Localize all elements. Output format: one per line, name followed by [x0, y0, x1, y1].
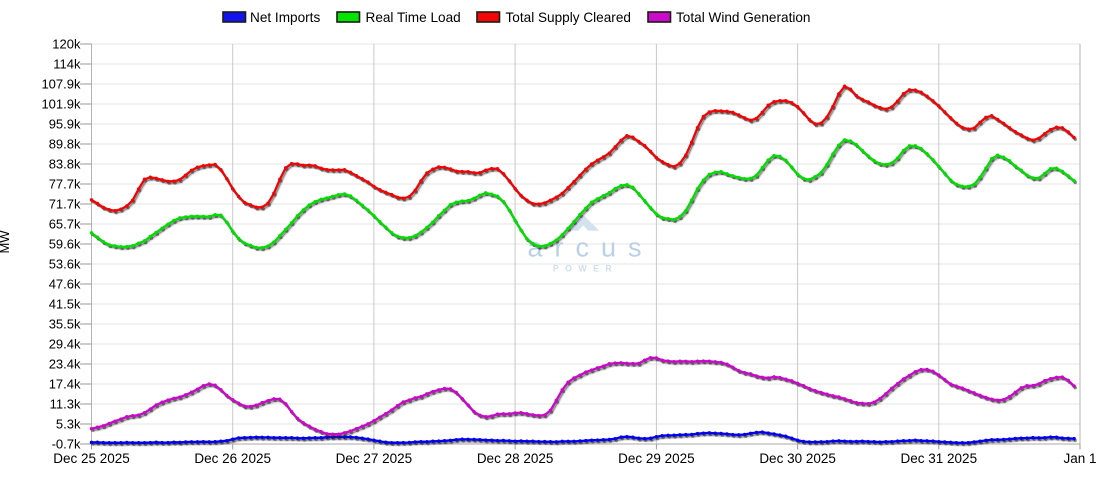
svg-text:Total Supply Cleared: Total Supply Cleared [506, 10, 631, 25]
svg-text:77.7k: 77.7k [49, 177, 81, 192]
svg-text:-0.7k: -0.7k [52, 437, 81, 452]
svg-text:Dec 28 2025: Dec 28 2025 [477, 451, 554, 466]
svg-text:95.9k: 95.9k [49, 117, 81, 132]
svg-text:Dec 25 2025: Dec 25 2025 [53, 451, 130, 466]
svg-text:89.8k: 89.8k [49, 137, 81, 152]
svg-text:POWER: POWER [553, 264, 618, 274]
svg-text:Dec 29 2025: Dec 29 2025 [618, 451, 695, 466]
svg-text:Total Wind Generation: Total Wind Generation [676, 10, 811, 25]
svg-text:Dec 30 2025: Dec 30 2025 [759, 451, 836, 466]
svg-text:35.5k: 35.5k [49, 317, 81, 332]
svg-text:Dec 31 2025: Dec 31 2025 [901, 451, 978, 466]
svg-text:114k: 114k [53, 57, 81, 72]
svg-text:Dec 27 2025: Dec 27 2025 [336, 451, 413, 466]
svg-text:29.4k: 29.4k [49, 337, 81, 352]
svg-text:53.6k: 53.6k [49, 257, 81, 272]
svg-text:arcus: arcus [527, 233, 653, 263]
svg-text:23.4k: 23.4k [49, 357, 81, 372]
svg-text:Net Imports: Net Imports [250, 10, 320, 25]
svg-text:107.9k: 107.9k [41, 77, 81, 92]
svg-text:65.7k: 65.7k [49, 217, 81, 232]
svg-text:47.6k: 47.6k [49, 277, 81, 292]
svg-text:Dec 26 2025: Dec 26 2025 [194, 451, 271, 466]
svg-text:120k: 120k [52, 37, 81, 52]
svg-text:11.3k: 11.3k [50, 397, 81, 412]
svg-text:Real Time Load: Real Time Load [366, 10, 461, 25]
svg-text:41.5k: 41.5k [49, 297, 81, 312]
svg-text:Jan 1: Jan 1 [1063, 451, 1096, 466]
svg-text:83.8k: 83.8k [49, 157, 81, 172]
svg-text:71.7k: 71.7k [49, 197, 81, 212]
svg-text:MW: MW [0, 230, 12, 254]
svg-text:59.6k: 59.6k [49, 237, 81, 252]
svg-text:17.4k: 17.4k [49, 377, 81, 392]
svg-text:5.3k: 5.3k [56, 417, 81, 432]
svg-text:101.9k: 101.9k [41, 97, 81, 112]
